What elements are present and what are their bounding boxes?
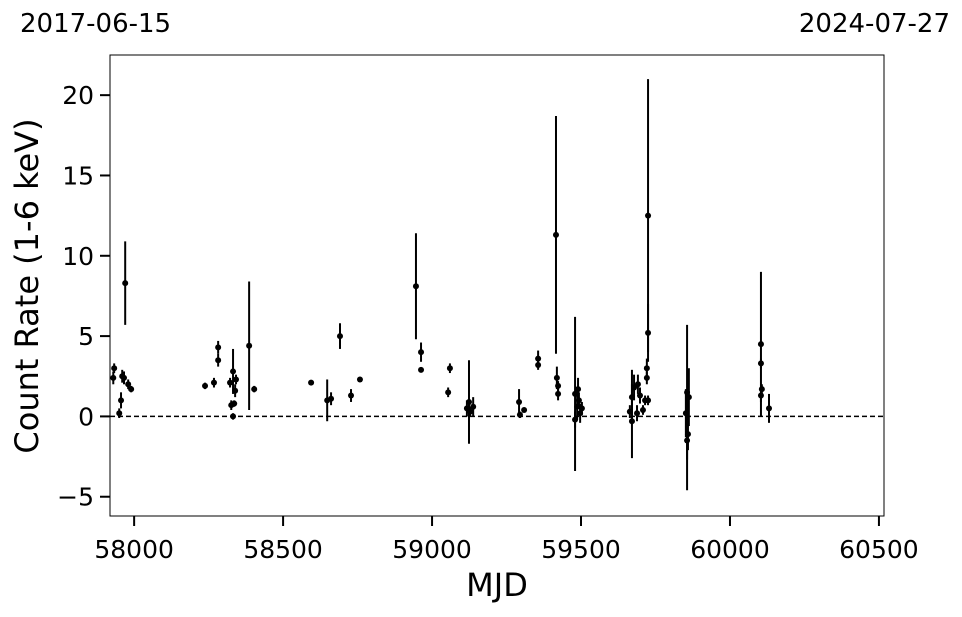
data-point [555, 390, 562, 397]
data-point [446, 365, 453, 372]
data-point [336, 333, 343, 340]
data-point [637, 392, 644, 399]
data-point [445, 389, 452, 396]
x-tick-label: 59500 [541, 535, 621, 564]
plot-frame [109, 54, 885, 517]
data-point [645, 397, 652, 404]
end-date: 2024-07-27 [799, 9, 950, 39]
data-point [110, 374, 117, 381]
data-point [575, 397, 582, 404]
data-point [328, 395, 335, 402]
x-tick-label: 58000 [94, 535, 174, 564]
data-point [552, 231, 559, 238]
y-tick-label: −5 [57, 483, 94, 512]
data-point [118, 397, 125, 404]
data-point [348, 392, 355, 399]
data-point [639, 406, 646, 413]
data-point [685, 394, 692, 401]
data-point [516, 398, 523, 405]
data-point [251, 386, 258, 393]
data-point [356, 376, 363, 383]
data-point [215, 344, 222, 351]
x-tick-label: 60000 [690, 535, 770, 564]
data-point [215, 357, 222, 364]
data-point [516, 411, 523, 418]
x-tick-label: 58500 [243, 535, 323, 564]
data-point [535, 362, 542, 369]
y-tick-label: 5 [78, 322, 94, 351]
data-point [521, 406, 528, 413]
data-point [232, 387, 239, 394]
data-point [553, 374, 560, 381]
data-point [757, 341, 764, 348]
data-point [757, 360, 764, 367]
data-point [645, 329, 652, 336]
y-axis-label: Count Rate (1-6 keV) [8, 118, 46, 453]
x-axis-label: MJD [466, 566, 528, 604]
data-point [645, 212, 652, 219]
x-tick-label: 60500 [839, 535, 919, 564]
y-tick-label: 0 [78, 402, 94, 431]
data-point [412, 283, 419, 290]
data-point [111, 365, 118, 372]
data-point [121, 374, 128, 381]
data-point [643, 374, 650, 381]
data-point [578, 405, 585, 412]
data-point [231, 400, 238, 407]
start-date: 2017-06-15 [20, 9, 171, 39]
data-point [643, 365, 650, 372]
data-point [465, 398, 472, 405]
y-tick-label: 10 [62, 242, 94, 271]
data-point [535, 355, 542, 362]
data-point [766, 405, 773, 412]
data-point [757, 392, 764, 399]
data-point [122, 280, 129, 287]
data-point [246, 342, 253, 349]
data-point [308, 379, 315, 386]
data-point [575, 386, 582, 393]
data-point [470, 403, 477, 410]
data-point [418, 349, 425, 356]
data-point [418, 366, 425, 373]
data-point [128, 386, 135, 393]
data-point [227, 379, 234, 386]
data-point [210, 379, 217, 386]
data-point [230, 368, 237, 375]
data-point [634, 410, 641, 417]
y-tick-label: 15 [62, 161, 94, 190]
y-tick-label: 20 [62, 81, 94, 110]
data-point [467, 408, 474, 415]
data-point [555, 382, 562, 389]
data-point [116, 410, 123, 417]
data-point [684, 431, 691, 438]
data-point [233, 376, 240, 383]
data-point [230, 413, 237, 420]
x-tick-label: 59000 [392, 535, 472, 564]
data-point [202, 382, 209, 389]
data-point [125, 381, 132, 388]
data-point [634, 381, 641, 388]
